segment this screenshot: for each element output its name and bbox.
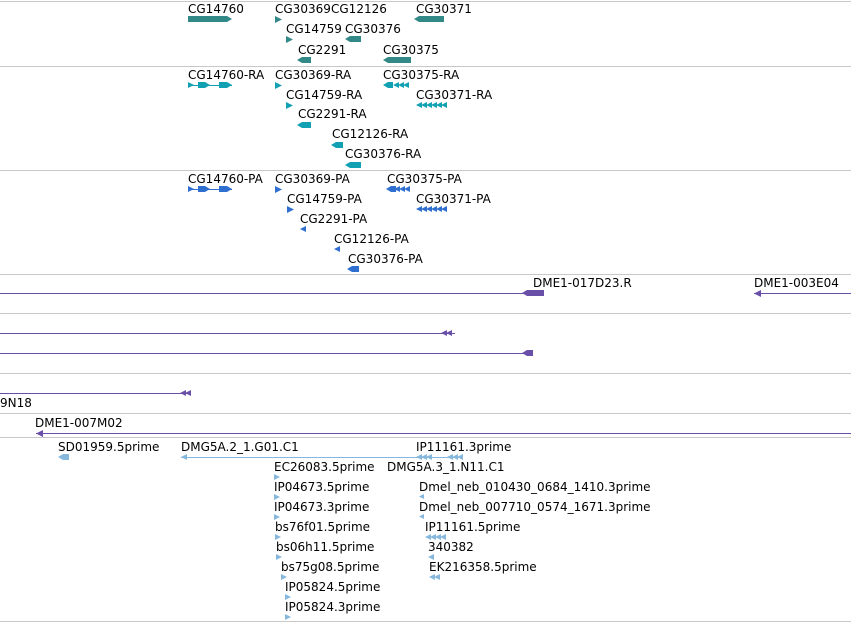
ests-ip11161-5prime-label[interactable]: IP11161.5prime — [425, 520, 520, 534]
ests-340382-feature-glyph[interactable] — [428, 554, 434, 560]
ests-bs75g08-5prime-label[interactable]: bs75g08.5prime — [281, 560, 379, 574]
ests-ec26083-5prime-feature-glyph[interactable] — [274, 474, 280, 480]
ests-bs76f01-5prime-feature-glyph[interactable] — [275, 534, 281, 540]
clones-dme1-017d23-r-label[interactable]: DME1-017D23.R — [533, 276, 632, 290]
ests-ip04673-3prime-feature-glyph[interactable] — [274, 514, 280, 520]
genes-cg30371-feature-glyph[interactable] — [414, 16, 444, 22]
transcripts-cg14760-ra-feature-glyph[interactable] — [198, 82, 210, 88]
ests-dmg5a-2-1-g01-c1-feature-glyph[interactable] — [447, 454, 463, 460]
genes-cg2291-label[interactable]: CG2291 — [298, 43, 346, 57]
proteins-cg30375-pa-feature-glyph[interactable] — [394, 186, 410, 192]
ests-ip04673-5prime-label[interactable]: IP04673.5prime — [274, 480, 369, 494]
proteins-cg30369-pa-label[interactable]: CG30369-PA — [275, 172, 351, 186]
clones-9n18-label[interactable]: 9N18 — [0, 396, 32, 410]
proteins-cg30376-pa-label[interactable]: CG30376-PA — [348, 252, 424, 266]
ests-sd01959-5prime-label[interactable]: SD01959.5prime — [58, 440, 159, 454]
ests-ip05824-5prime-label[interactable]: IP05824.5prime — [285, 580, 380, 594]
transcripts-cg2291-ra-label[interactable]: CG2291-RA — [298, 107, 367, 121]
proteins-cg30369-pa-feature-glyph[interactable] — [275, 186, 282, 193]
ests-bs75g08-5prime-feature-glyph[interactable] — [281, 574, 287, 580]
clones-unlabeled-feature-glyph[interactable] — [522, 350, 533, 356]
ests-ek216358-5prime-label[interactable]: EK216358.5prime — [429, 560, 537, 574]
ests-dmg5a-2-1-g01-c1-feature-glyph[interactable] — [181, 454, 187, 460]
genes-cg14760-label[interactable]: CG14760 — [188, 2, 244, 16]
genes-cg30375-label[interactable]: CG30375 — [383, 43, 439, 57]
transcripts-cg14760-ra-label[interactable]: CG14760-RA — [188, 68, 265, 82]
proteins-cg2291-pa-label[interactable]: CG2291-PA — [300, 212, 368, 226]
transcripts-cg30375-ra-feature-glyph[interactable] — [393, 82, 409, 88]
transcripts-cg30369-ra-feature-glyph[interactable] — [275, 82, 282, 89]
proteins-cg2291-pa-feature-glyph[interactable] — [300, 226, 306, 232]
genes-cg12126-label[interactable]: CG12126 — [331, 2, 387, 16]
ests-ip05824-3prime-feature-glyph[interactable] — [285, 614, 291, 620]
ests-dmg5a-3-1-n11-c1-label[interactable]: DMG5A.3_1.N11.C1 — [387, 460, 505, 474]
proteins-cg12126-pa-feature-glyph[interactable] — [334, 246, 340, 252]
proteins-cg14760-pa-feature-glyph[interactable] — [198, 186, 210, 192]
ests-340382-label[interactable]: 340382 — [428, 540, 474, 554]
genes-cg14759-label[interactable]: CG14759 — [286, 22, 342, 36]
ests-bs06h11-5prime-label[interactable]: bs06h11.5prime — [276, 540, 374, 554]
transcripts-cg14760-ra-feature-glyph[interactable] — [188, 82, 194, 88]
proteins-cg14760-pa-feature-glyph[interactable] — [219, 186, 232, 192]
ests-ek216358-5prime-feature-glyph[interactable] — [429, 574, 440, 580]
transcripts-cg14759-ra-feature-glyph[interactable] — [286, 102, 293, 109]
ests-dmg5a-2-1-g01-c1-label[interactable]: DMG5A.2_1.G01.C1 — [181, 440, 299, 454]
clones-dme1-007m02-feature-glyph[interactable] — [36, 430, 43, 437]
transcripts-cg14759-ra-label[interactable]: CG14759-RA — [286, 88, 363, 102]
proteins-cg30375-pa-feature-glyph[interactable] — [386, 186, 396, 192]
ests-ip11161-3prime-feature-glyph[interactable] — [416, 454, 432, 460]
genes-cg30376-label[interactable]: CG30376 — [345, 22, 401, 36]
transcripts-cg14760-ra-feature-glyph[interactable] — [219, 82, 232, 88]
ests-dmel-neb-010430-0684-1410-3prime-feature-glyph[interactable] — [419, 494, 424, 499]
transcripts-cg30371-ra-label[interactable]: CG30371-RA — [416, 88, 493, 102]
transcripts-cg12126-ra-feature-glyph[interactable] — [331, 142, 343, 148]
genes-cg30369-feature-glyph[interactable] — [275, 16, 282, 23]
proteins-cg14760-pa-label[interactable]: CG14760-PA — [188, 172, 264, 186]
ests-ip11161-5prime-feature-glyph[interactable] — [425, 534, 446, 540]
transcripts-cg30375-ra-feature-glyph[interactable] — [383, 82, 393, 88]
transcripts-cg30369-ra-label[interactable]: CG30369-RA — [275, 68, 352, 82]
ests-ip04673-5prime-feature-glyph[interactable] — [274, 494, 280, 500]
ests-sd01959-5prime-feature-glyph[interactable] — [58, 454, 69, 460]
proteins-cg12126-pa-label[interactable]: CG12126-PA — [334, 232, 410, 246]
clones-unlabeled-feature-glyph[interactable] — [441, 330, 452, 336]
transcripts-cg30371-ra-feature-glyph[interactable] — [416, 102, 447, 108]
ests-dmel-neb-010430-0684-1410-3prime-label[interactable]: Dmel_neb_010430_0684_1410.3prime — [419, 480, 651, 494]
genes-cg30376-feature-glyph[interactable] — [345, 36, 361, 42]
clones-9n18-feature-glyph[interactable] — [180, 390, 191, 396]
transcripts-cg30376-ra-label[interactable]: CG30376-RA — [345, 147, 422, 161]
ests-bs06h11-5prime-feature-glyph[interactable] — [276, 554, 282, 560]
clones-dme1-017d23-r-feature-glyph[interactable] — [522, 290, 544, 296]
transcripts-cg2291-ra-feature-glyph[interactable] — [297, 122, 311, 128]
genes-cg30371-label[interactable]: CG30371 — [416, 2, 472, 16]
genes-cg2291-feature-glyph[interactable] — [297, 57, 311, 63]
proteins-cg14759-pa-feature-glyph[interactable] — [287, 206, 294, 213]
ests-ip04673-3prime-label[interactable]: IP04673.3prime — [274, 500, 369, 514]
proteins-cg30376-pa-feature-glyph[interactable] — [347, 266, 359, 272]
ests-ip11161-3prime-label[interactable]: IP11161.3prime — [416, 440, 511, 454]
proteins-cg14759-pa-label[interactable]: CG14759-PA — [287, 192, 363, 206]
transcripts-cg30375-ra-label[interactable]: CG30375-RA — [383, 68, 460, 82]
genes-cg30375-feature-glyph[interactable] — [383, 57, 411, 63]
genes-cg14760-feature-glyph[interactable] — [188, 16, 232, 22]
genes-cg30369-label[interactable]: CG30369 — [275, 2, 331, 16]
proteins-cg30375-pa-label[interactable]: CG30375-PA — [387, 172, 463, 186]
ests-bs76f01-5prime-label[interactable]: bs76f01.5prime — [275, 520, 370, 534]
ests-ip05824-5prime-feature-glyph[interactable] — [285, 594, 291, 600]
clones-dme1-003e04-label[interactable]: DME1-003E04 — [754, 276, 839, 290]
ests-dmel-neb-007710-0574-1671-3prime-feature-glyph[interactable] — [419, 514, 424, 519]
proteins-cg30371-pa-label[interactable]: CG30371-PA — [416, 192, 492, 206]
clones-dme1-003e04-feature-glyph[interactable] — [754, 290, 761, 297]
proteins-cg14760-pa-feature-glyph[interactable] — [188, 186, 194, 192]
ests-ip05824-3prime-label[interactable]: IP05824.3prime — [285, 600, 380, 614]
genes-cg14759-feature-glyph[interactable] — [286, 36, 293, 43]
transcripts-cg30376-ra-feature-glyph[interactable] — [345, 162, 361, 168]
ests-dmel-neb-007710-0574-1671-3prime-label[interactable]: Dmel_neb_007710_0574_1671.3prime — [419, 500, 651, 514]
clones-dme1-007m02-label[interactable]: DME1-007M02 — [35, 416, 123, 430]
ests-ec26083-5prime-label[interactable]: EC26083.5prime — [274, 460, 375, 474]
transcripts-cg12126-ra-label[interactable]: CG12126-RA — [332, 127, 409, 141]
proteins-cg30371-pa-feature-glyph[interactable] — [416, 206, 447, 212]
